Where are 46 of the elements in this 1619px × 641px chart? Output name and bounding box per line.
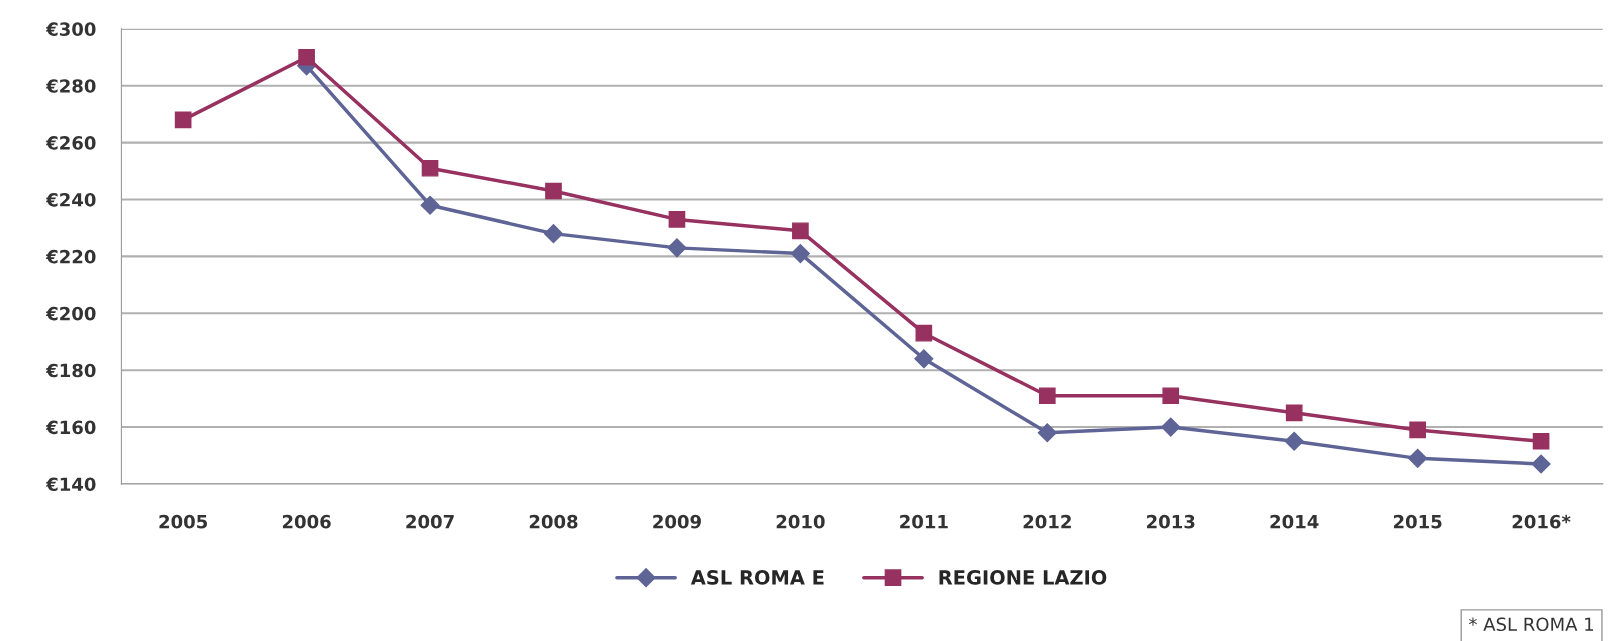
legend-label: ASL ROMA E [690, 570, 824, 585]
y-tick-label: €180 [45, 363, 96, 378]
point [914, 349, 934, 369]
y-tick-label: €220 [45, 249, 96, 264]
point [1409, 421, 1426, 439]
point [1161, 417, 1181, 437]
y-tick-label: €160 [45, 420, 96, 435]
y-tick-label: €140 [45, 477, 96, 492]
x-tick-label: 2007 [406, 514, 454, 529]
point [1532, 432, 1550, 450]
y-tick-label: €260 [45, 136, 96, 150]
point [1038, 387, 1056, 405]
y-tick-label: €200 [45, 306, 96, 321]
point [420, 195, 440, 215]
text: * ASL ROMA 1 [1468, 617, 1594, 632]
x-tick-label: 2015 [1393, 514, 1442, 529]
point [1162, 387, 1180, 405]
x-tick-label: 2006 [282, 514, 331, 529]
x-tick-label: 2008 [529, 514, 578, 529]
x-tick-label: 2016* [1512, 514, 1571, 529]
x-tick-label: 2011 [900, 514, 948, 529]
point [668, 211, 686, 228]
point [1285, 404, 1303, 422]
legend-label: REGIONE LAZIO [939, 570, 1107, 585]
point [1037, 423, 1057, 443]
point [790, 244, 810, 264]
y-tick-label: €240 [45, 192, 96, 207]
point [298, 48, 315, 66]
x-tick-label: 2010 [776, 514, 825, 529]
point [792, 222, 809, 240]
point [174, 111, 192, 129]
x-tick-label: 2012 [1023, 514, 1071, 529]
y-tick-label: €300 [45, 22, 96, 36]
point [1531, 454, 1551, 474]
point [667, 238, 687, 258]
x-tick-label: 2014 [1270, 514, 1319, 529]
point [421, 159, 439, 177]
x-tick-label: 2005 [159, 514, 208, 529]
x-tick-label: 2013 [1147, 514, 1195, 529]
y-tick-label: €280 [45, 79, 96, 93]
point [1408, 448, 1428, 468]
point [915, 324, 933, 342]
point [545, 182, 562, 200]
point [543, 224, 564, 244]
point [1284, 431, 1304, 451]
x-tick-label: 2009 [653, 514, 701, 529]
